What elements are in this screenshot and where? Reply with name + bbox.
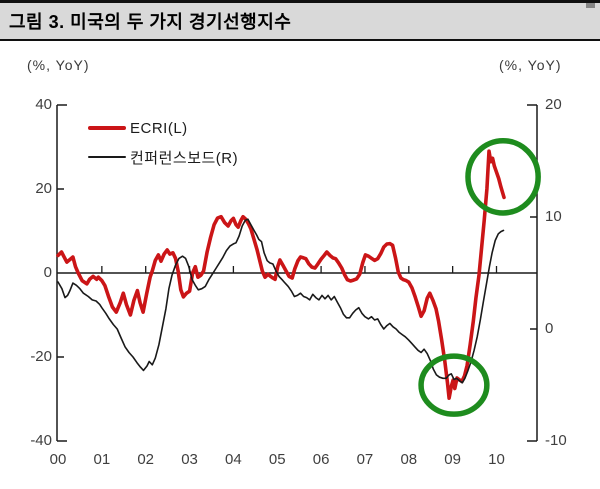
annotation-circle	[465, 137, 541, 216]
figure-title-bar: 그림 3. 미국의 두 가지 경기선행지수	[0, 0, 600, 41]
legend-item-ecri: ECRI(L)	[88, 119, 238, 137]
chart-legend: ECRI(L) 컨퍼런스보드(R)	[88, 119, 238, 177]
ecri-line-swatch	[88, 126, 126, 130]
left-axis-unit-label: (%, YoY)	[27, 57, 90, 73]
conference-board-line-swatch	[88, 156, 126, 158]
legend-item-conference-board: 컨퍼런스보드(R)	[88, 148, 239, 167]
ecri-series-line	[56, 149, 506, 401]
legend-label-ecri: ECRI(L)	[130, 119, 188, 137]
right-axis-unit-label: (%, YoY)	[499, 57, 562, 73]
annotation-circle	[418, 353, 490, 417]
page-edge-artifact	[586, 3, 595, 8]
figure-title: 그림 3. 미국의 두 가지 경기선행지수	[9, 12, 292, 32]
legend-label-conference-board: 컨퍼런스보드(R)	[130, 149, 239, 167]
conference-board-series-line	[57, 218, 505, 384]
